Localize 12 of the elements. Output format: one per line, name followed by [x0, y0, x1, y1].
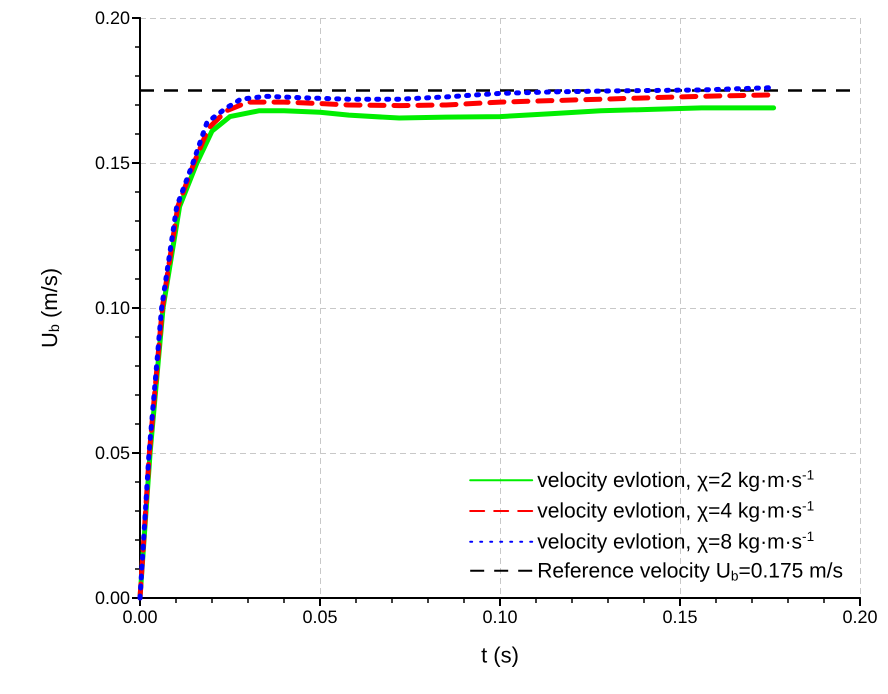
x-tick-label: 0.15 [662, 607, 698, 627]
y-tick-label: 0.00 [94, 588, 130, 608]
x-axis-title: t (s) [481, 642, 519, 668]
y-axis-title: Ub (m/s) [37, 268, 63, 348]
x-tick-label: 0.05 [302, 607, 338, 627]
x-tick-label: 0.00 [122, 607, 158, 627]
y-tick-label: 0.10 [94, 298, 130, 318]
x-tick-label: 0.20 [842, 607, 878, 627]
y-tick-label: 0.20 [94, 8, 130, 28]
y-tick-label: 0.15 [94, 153, 130, 173]
x-tick-label: 0.10 [482, 607, 518, 627]
y-tick-label: 0.05 [94, 443, 130, 463]
